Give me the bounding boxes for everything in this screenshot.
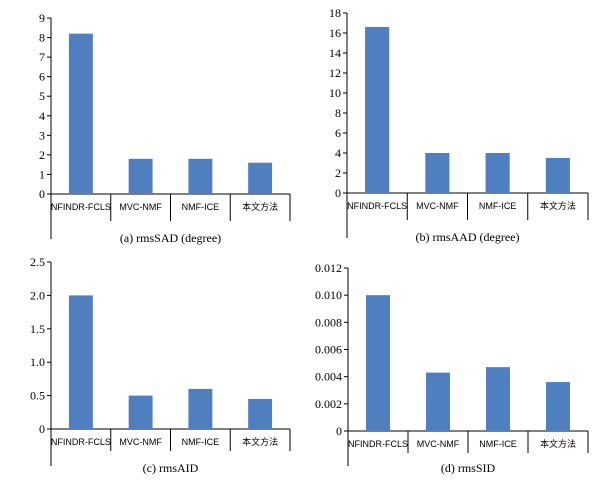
- bar-4: [545, 158, 570, 193]
- panel-rms-aid: 0 0.5 1.0 1.5 2.0 2.5 NFINDR-FCLS MVC-NMF NMF-IC…: [30, 255, 291, 475]
- y-tick-label: 0: [336, 424, 342, 438]
- category-label: NFINDR-FCLS: [51, 202, 111, 212]
- bar-3: [188, 158, 213, 194]
- panel-caption: (c) rmsAID: [143, 461, 199, 475]
- bar-3: [486, 367, 510, 431]
- y-tick-label: 7: [39, 50, 45, 64]
- category-label: MVC-NMF: [416, 201, 459, 211]
- category-label: NMF-ICE: [182, 202, 220, 212]
- y-tick-label: 0: [39, 422, 45, 436]
- y-tick-label: 1.5: [30, 322, 45, 336]
- panel-caption: (b) rmsAAD (degree): [416, 230, 520, 244]
- y-tick-label: 0.006: [315, 343, 342, 357]
- category-label: MVC-NMF: [417, 439, 460, 449]
- category-label: 本文方法: [540, 438, 576, 449]
- y-tick-label: 10: [329, 86, 341, 100]
- y-tick-label: 0: [335, 186, 341, 200]
- bar-1: [366, 295, 390, 431]
- y-tick-label: 2: [335, 166, 341, 180]
- panel-caption: (d) rmsSID: [441, 461, 496, 475]
- y-tick-label: 12: [329, 66, 341, 80]
- category-label: 本文方法: [242, 436, 278, 447]
- y-tick-label: 6: [39, 70, 45, 84]
- y-tick-label: 0.008: [315, 315, 342, 329]
- bar-4: [248, 162, 273, 194]
- y-tick-label: 8: [335, 106, 341, 120]
- category-label: 本文方法: [540, 200, 576, 211]
- panel-rms-sid: 0 0.002 0.004 0.006 0.008 0.010 0.012 NFINDR-FC…: [315, 261, 589, 475]
- category-label: 本文方法: [242, 201, 278, 212]
- category-label: NMF-ICE: [479, 201, 517, 211]
- y-tick-label: 3: [39, 128, 45, 142]
- bar-4: [546, 382, 570, 431]
- y-tick-label: 0.004: [315, 370, 342, 384]
- y-tick-label: 0.5: [30, 389, 45, 403]
- category-label: MVC-NMF: [119, 437, 162, 447]
- bar-1: [68, 295, 93, 429]
- category-label: NFINDR-FCLS: [348, 439, 408, 449]
- y-tick-label: 0.012: [315, 261, 342, 275]
- y-tick-label: 0.010: [315, 288, 342, 302]
- y-tick-label: 6: [335, 126, 341, 140]
- y-tick-label: 2.0: [30, 288, 45, 302]
- bar-2: [425, 153, 450, 193]
- category-label: NMF-ICE: [479, 439, 517, 449]
- y-tick-label: 4: [335, 146, 341, 160]
- bar-1: [365, 27, 390, 193]
- bar-3: [188, 388, 213, 429]
- category-label: NFINDR-FCLS: [347, 201, 407, 211]
- bar-1: [68, 33, 93, 195]
- category-label: NMF-ICE: [182, 437, 220, 447]
- bar-2: [128, 395, 153, 429]
- bar-2: [426, 372, 450, 431]
- y-tick-label: 16: [329, 26, 341, 40]
- y-tick-label: 0: [39, 187, 45, 201]
- y-tick-label: 9: [39, 11, 45, 25]
- category-label: MVC-NMF: [119, 202, 162, 212]
- bar-2: [128, 158, 153, 194]
- panel-rms-sad: 0 1 2 3 4 5 6 7 8 9 NFINDR-FCLS MVC-NMF NMF-ICE 本文方法 (…: [39, 11, 291, 245]
- y-tick-label: 2.5: [30, 255, 45, 269]
- y-tick-label: 18: [329, 6, 341, 20]
- y-tick-label: 0.002: [315, 397, 342, 411]
- y-tick-label: 8: [39, 31, 45, 45]
- bar-4: [248, 398, 273, 429]
- y-tick-label: 4: [39, 109, 45, 123]
- panel-rms-aad: 0 2 4 6 8 10 12 14 16 18 NFINDR-FCLS MVC-NMF NMF-ICE…: [329, 6, 589, 244]
- category-label: NFINDR-FCLS: [51, 437, 111, 447]
- y-tick-label: 5: [39, 89, 45, 103]
- panel-caption: (a) rmsSAD (degree): [120, 231, 221, 245]
- y-tick-label: 14: [329, 46, 341, 60]
- bar-3: [485, 153, 510, 193]
- y-tick-label: 1: [39, 167, 45, 181]
- y-tick-label: 2: [39, 148, 45, 162]
- y-tick-label: 1.0: [30, 355, 45, 369]
